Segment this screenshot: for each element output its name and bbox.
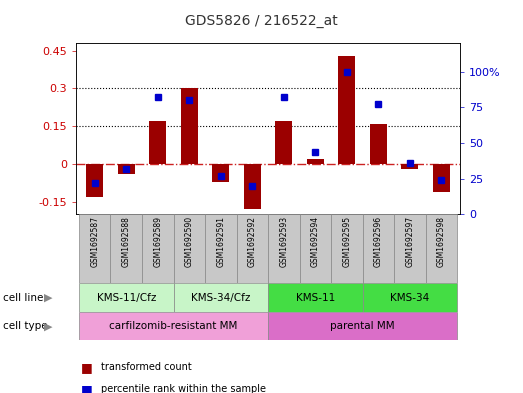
Text: parental MM: parental MM	[330, 321, 395, 331]
Text: ▶: ▶	[44, 321, 52, 331]
Bar	[205, 214, 236, 283]
Text: KMS-11/Cfz: KMS-11/Cfz	[97, 293, 156, 303]
Text: percentile rank within the sample: percentile rank within the sample	[101, 384, 266, 393]
Text: GSM1692590: GSM1692590	[185, 216, 194, 267]
Text: GSM1692588: GSM1692588	[122, 216, 131, 267]
Bar	[362, 283, 457, 312]
Text: KMS-34: KMS-34	[390, 293, 429, 303]
Text: GSM1692592: GSM1692592	[248, 216, 257, 267]
Text: GSM1692587: GSM1692587	[90, 216, 99, 267]
Bar	[174, 214, 205, 283]
Bar	[79, 283, 174, 312]
Text: GSM1692598: GSM1692598	[437, 216, 446, 267]
Bar	[110, 214, 142, 283]
Bar	[236, 214, 268, 283]
Text: GDS5826 / 216522_at: GDS5826 / 216522_at	[185, 14, 338, 28]
Bar	[149, 121, 166, 164]
Bar	[275, 121, 292, 164]
Bar	[426, 214, 457, 283]
Text: cell line: cell line	[3, 293, 43, 303]
Bar	[268, 283, 362, 312]
Bar	[300, 214, 331, 283]
Bar	[180, 88, 198, 164]
Text: cell type: cell type	[3, 321, 47, 331]
Text: GSM1692594: GSM1692594	[311, 216, 320, 267]
Bar	[142, 214, 174, 283]
Text: GSM1692589: GSM1692589	[153, 216, 162, 267]
Bar	[244, 164, 261, 209]
Bar	[174, 283, 268, 312]
Text: GSM1692591: GSM1692591	[217, 216, 225, 267]
Bar	[79, 312, 268, 340]
Bar	[331, 214, 362, 283]
Text: carfilzomib-resistant MM: carfilzomib-resistant MM	[109, 321, 237, 331]
Bar	[268, 312, 457, 340]
Text: ■: ■	[81, 361, 93, 374]
Text: GSM1692593: GSM1692593	[279, 216, 288, 267]
Text: KMS-11: KMS-11	[295, 293, 335, 303]
Bar	[433, 164, 450, 191]
Bar	[212, 164, 230, 182]
Text: ■: ■	[81, 382, 93, 393]
Text: GSM1692596: GSM1692596	[374, 216, 383, 267]
Bar	[401, 164, 418, 169]
Bar	[362, 214, 394, 283]
Text: KMS-34/Cfz: KMS-34/Cfz	[191, 293, 251, 303]
Bar	[86, 164, 104, 196]
Bar	[394, 214, 426, 283]
Bar	[79, 214, 110, 283]
Bar	[338, 56, 356, 164]
Text: GSM1692595: GSM1692595	[343, 216, 351, 267]
Bar	[370, 124, 387, 164]
Bar	[268, 214, 300, 283]
Bar	[118, 164, 135, 174]
Text: GSM1692597: GSM1692597	[405, 216, 414, 267]
Bar	[306, 159, 324, 164]
Text: transformed count: transformed count	[101, 362, 192, 373]
Text: ▶: ▶	[44, 293, 52, 303]
